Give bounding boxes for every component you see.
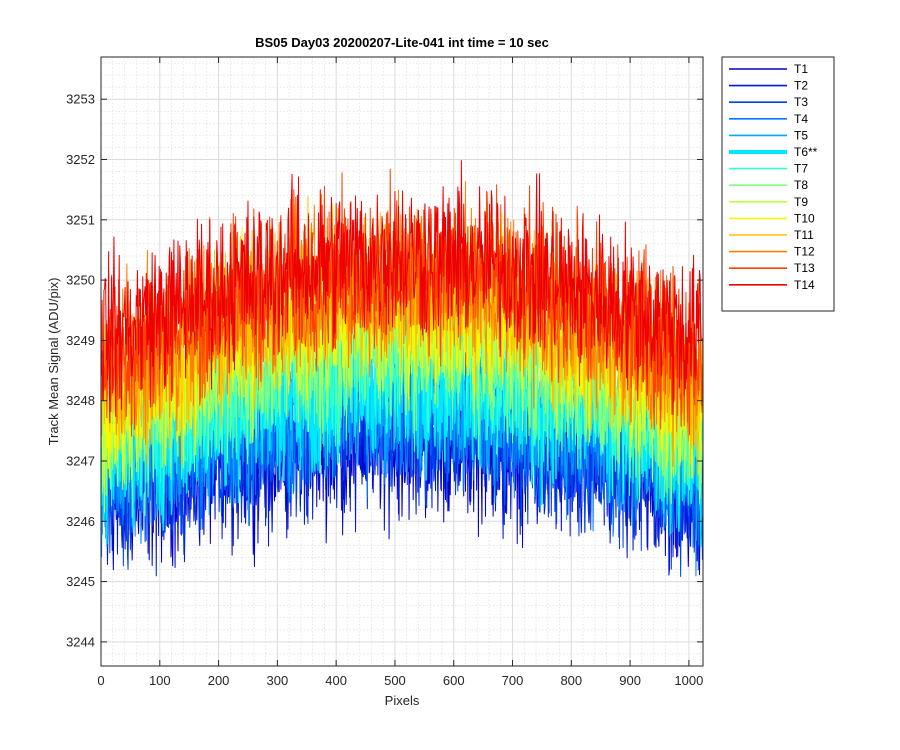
y-tick-label: 3250	[66, 273, 95, 288]
legend-label: T9	[794, 195, 808, 209]
x-tick-label: 300	[267, 673, 289, 688]
legend-label: T12	[794, 245, 815, 259]
series-group	[101, 160, 703, 578]
legend-label: T13	[794, 261, 815, 275]
y-tick-label: 3252	[66, 152, 95, 167]
y-tick-label: 3251	[66, 212, 95, 227]
legend-label: T2	[794, 79, 808, 93]
legend-label: T3	[794, 95, 808, 109]
legend-label: T4	[794, 112, 808, 126]
y-tick-label: 3248	[66, 393, 95, 408]
y-tick-label: 3247	[66, 453, 95, 468]
y-tick-label: 3246	[66, 514, 95, 529]
axes: 0 100 200 300 400 500 600 700 800 900 1000 3244 3245…	[66, 56, 704, 688]
legend-label: T6**	[794, 145, 818, 159]
x-tick-label: 900	[619, 673, 641, 688]
series-line-t14	[101, 160, 703, 424]
legend-label: T7	[794, 162, 808, 176]
x-axis-label: Pixels	[385, 693, 420, 708]
y-tick-label: 3245	[66, 574, 95, 589]
legend-label: T10	[794, 211, 815, 225]
x-tick-label: 400	[325, 673, 347, 688]
x-tick-label: 800	[560, 673, 582, 688]
y-tick-label: 3253	[66, 92, 95, 107]
x-tick-label: 500	[384, 673, 406, 688]
y-tick-label: 3244	[66, 634, 95, 649]
legend-label: T8	[794, 178, 808, 192]
legend-label: T1	[794, 62, 808, 76]
x-tick-label: 200	[208, 673, 230, 688]
x-tick-label: 1000	[674, 673, 703, 688]
axes-box	[100, 56, 704, 667]
legend-label: T5	[794, 128, 808, 142]
x-tick-label: 700	[502, 673, 524, 688]
chart-title: BS05 Day03 20200207-Lite-041 int time = …	[255, 35, 549, 50]
x-tick-label: 600	[443, 673, 465, 688]
legend-label: T11	[794, 228, 814, 242]
y-tick-label: 3249	[66, 333, 95, 348]
x-tick-label: 0	[97, 673, 104, 688]
legend: T1 T2 T3 T4 T5 T6** T7 T8 T9 T10 T11 T12 T13 T14	[721, 56, 835, 312]
legend-label: T14	[794, 278, 815, 292]
legend-box	[721, 56, 835, 312]
y-axis-label: Track Mean Signal (ADU/pix)	[46, 278, 61, 446]
x-tick-label: 100	[149, 673, 171, 688]
